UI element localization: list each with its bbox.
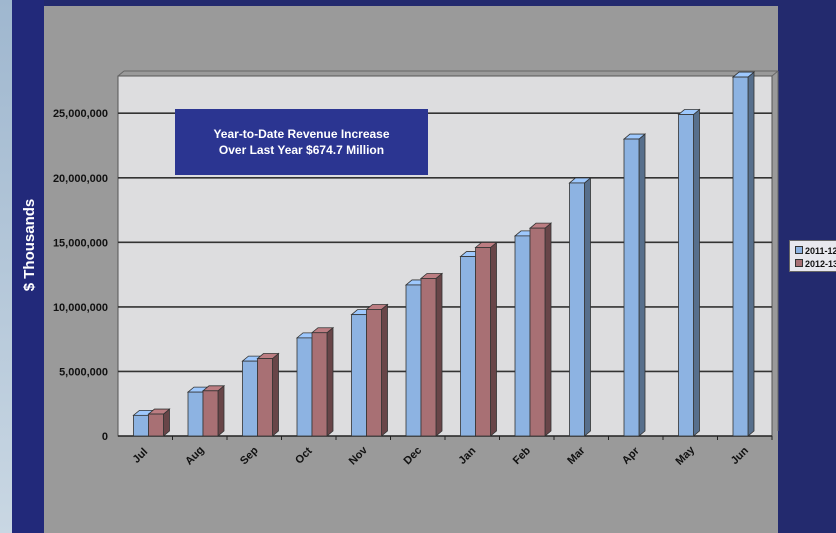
chart-legend: 2011-12 2012-13 xyxy=(789,240,836,272)
x-tick-label: Apr xyxy=(620,444,642,466)
bar-2011-12-Jun xyxy=(732,76,749,437)
y-tick-label: 10,000,000 xyxy=(53,302,108,314)
bar-side xyxy=(326,326,334,437)
bar-side xyxy=(490,241,497,437)
legend-swatch-2011-12 xyxy=(795,246,803,254)
bar-2012-13-Aug xyxy=(202,390,219,437)
bar-2011-12-Oct xyxy=(296,337,313,437)
bar-2011-12-Dec xyxy=(405,284,422,437)
bar-2012-13-Jan xyxy=(475,247,491,437)
x-tick-label: Dec xyxy=(401,444,424,467)
x-tick-label: Jul xyxy=(131,446,151,466)
x-tick-label: Mar xyxy=(565,444,588,467)
x-tick-label: Sep xyxy=(238,444,261,467)
slide-left-band xyxy=(12,0,44,533)
window-edge xyxy=(0,0,12,533)
bar-2011-12-Sep xyxy=(242,360,258,437)
x-tick-label: Nov xyxy=(347,444,371,468)
bar-side xyxy=(217,384,225,437)
bar-2012-13-Jul xyxy=(148,413,164,437)
bar-2011-12-Mar xyxy=(569,182,585,437)
bar-2012-13-Oct xyxy=(311,332,328,437)
bar-2011-12-Jul xyxy=(133,414,149,437)
y-tick-label: 15,000,000 xyxy=(53,237,108,249)
bar-side xyxy=(584,177,591,437)
x-tick-label: Jun xyxy=(729,445,752,468)
bar-side xyxy=(272,352,279,437)
y-tick-label: 25,000,000 xyxy=(53,108,108,120)
bar-2012-13-Feb xyxy=(529,227,546,437)
bar-2011-12-Apr xyxy=(623,138,640,437)
bar-side xyxy=(544,222,552,437)
y-tick-label: 0 xyxy=(102,431,108,443)
bar-2011-12-Nov xyxy=(351,314,367,437)
bar-side xyxy=(638,133,646,437)
revenue-increase-callout: Year-to-Date Revenue Increase Over Last … xyxy=(175,109,428,175)
bar-side xyxy=(747,71,755,437)
legend-label-2011-12: 2011-12 xyxy=(805,246,836,256)
x-tick-label: Jan xyxy=(456,445,478,467)
x-tick-label: Oct xyxy=(293,445,315,467)
y-tick-label: 5,000,000 xyxy=(59,366,108,378)
plot-depth-edge xyxy=(771,70,779,77)
bar-2011-12-Aug xyxy=(187,391,204,437)
plot-depth-edge xyxy=(117,70,125,77)
callout-line-1: Year-to-Date Revenue Increase xyxy=(213,127,390,141)
bar-2011-12-Jan xyxy=(460,256,476,437)
bar-2012-13-Sep xyxy=(257,358,273,437)
bar-2012-13-Nov xyxy=(366,309,382,437)
legend-item-2012-13: 2012-13 xyxy=(795,258,836,270)
bar-2011-12-Feb xyxy=(514,235,531,437)
bar-side xyxy=(693,108,700,437)
callout-line-2: Over Last Year $674.7 Million xyxy=(218,143,385,157)
bar-2011-12-May xyxy=(678,114,694,437)
legend-item-2011-12: 2011-12 xyxy=(795,245,836,257)
x-tick-label: Aug xyxy=(183,444,207,468)
bar-2012-13-Dec xyxy=(420,278,437,437)
legend-label-2012-13: 2012-13 xyxy=(805,259,836,269)
x-tick-label: May xyxy=(674,443,698,467)
x-tick-label: Feb xyxy=(511,445,534,468)
bar-side xyxy=(381,303,388,437)
y-tick-label: 20,000,000 xyxy=(53,173,108,185)
bar-side xyxy=(435,272,443,437)
legend-swatch-2012-13 xyxy=(795,259,803,267)
